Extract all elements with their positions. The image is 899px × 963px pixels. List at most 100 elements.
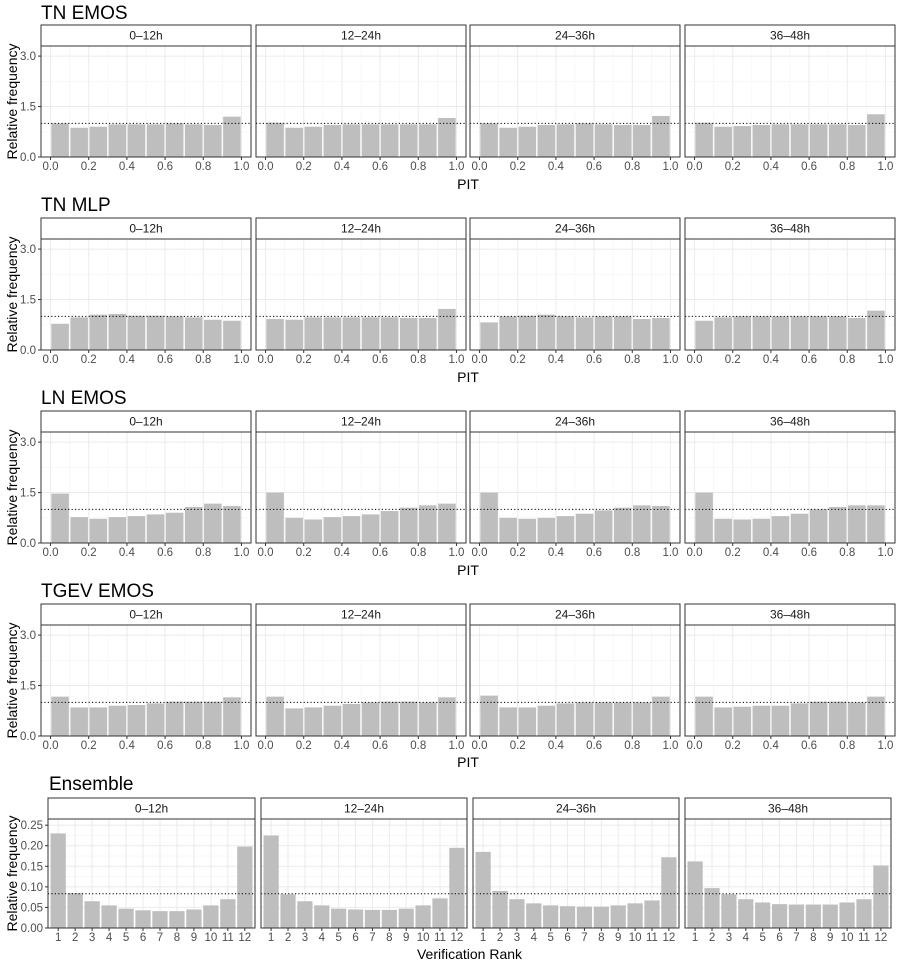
x-tick-label: 0.4 (548, 547, 565, 559)
histogram-bar (285, 127, 303, 157)
panel-2: 12–24h 0.0 0.2 0.4 0.6 0.8 1.0 (255, 603, 467, 752)
histogram-bar (297, 901, 313, 928)
panel-2: 12–24h 0.0 0.2 0.4 0.6 0.8 1.0 (255, 410, 467, 559)
histogram-bar (867, 696, 885, 736)
y-tick-label: 1.5 (20, 488, 36, 500)
histogram-bar (492, 890, 508, 928)
x-tick-label: 0.0 (472, 354, 488, 366)
panel-border (469, 624, 681, 737)
y-axis-title: Relative frequency (4, 430, 20, 546)
x-tick-label: 2 (497, 932, 503, 944)
x-tick-label: 0.8 (410, 354, 426, 366)
histogram-bar (127, 705, 146, 736)
histogram-bar (89, 518, 108, 543)
x-tick-label: 3 (726, 932, 732, 944)
histogram-bar (419, 702, 437, 736)
histogram-bar (237, 846, 253, 928)
histogram-bar (165, 316, 184, 350)
facet-label: 36–48h (768, 802, 808, 816)
x-tick-label: 0.6 (157, 161, 173, 173)
histogram-bar (108, 705, 127, 736)
histogram-bar (633, 319, 651, 350)
x-tick-label: 0.0 (472, 740, 488, 752)
histogram-bar (323, 125, 342, 157)
x-tick-label: 0.4 (763, 740, 780, 752)
histogram-bar (752, 705, 771, 736)
histogram-bar (575, 513, 594, 543)
histogram-bar (839, 902, 855, 928)
histogram-bar (399, 318, 418, 350)
panel-border (472, 818, 680, 929)
histogram-bar (771, 516, 790, 543)
x-tick-label: 4 (743, 932, 750, 944)
x-tick-label: 0.0 (687, 354, 703, 366)
row-title: TN EMOS (41, 3, 128, 24)
histogram-bar (285, 319, 303, 350)
histogram-bar (108, 124, 127, 157)
x-tick-label: 1 (480, 932, 486, 944)
x-tick-label: 1.0 (662, 547, 678, 559)
facet-label: 12–24h (341, 29, 381, 43)
histogram-bar (537, 517, 556, 543)
histogram-bar (399, 701, 418, 736)
x-tick-label: 0.2 (296, 547, 312, 559)
histogram-bar (633, 702, 651, 736)
histogram-bar (304, 317, 323, 350)
histogram-bar (419, 124, 437, 157)
histogram-bar (438, 308, 456, 350)
histogram-bar (266, 696, 284, 736)
histogram-bar (380, 317, 399, 350)
x-tick-label: 11 (646, 932, 658, 944)
x-tick-label: 0.2 (296, 354, 312, 366)
histogram-bar (790, 316, 809, 350)
histogram-bar (633, 125, 651, 157)
x-tick-label: 0.6 (372, 740, 388, 752)
histogram-bar (118, 908, 134, 928)
x-tick-label: 3 (89, 932, 95, 944)
x-tick-label: 0.8 (624, 740, 640, 752)
histogram-bar (575, 123, 594, 157)
x-tick-label: 0.6 (157, 547, 173, 559)
x-tick-label: 1.0 (877, 354, 893, 366)
x-tick-label: 0.0 (258, 547, 274, 559)
panel-border (40, 45, 252, 158)
x-tick-label: 0.0 (258, 354, 274, 366)
x-axis-title: PIT (457, 754, 479, 770)
histogram-bar (755, 902, 771, 928)
panel-border (255, 624, 467, 737)
x-tick-label: 6 (776, 932, 782, 944)
panel-3: 24–36h 0.0 0.2 0.4 0.6 0.8 1.0 (469, 217, 681, 366)
y-tick-label: 3.0 (20, 630, 36, 642)
panel-4: 36–48h 0.0 0.2 0.4 0.6 0.8 1.0 (684, 603, 896, 752)
x-tick-label: 0.6 (586, 354, 602, 366)
histogram-bar (633, 505, 651, 543)
x-tick-label: 1.0 (662, 161, 678, 173)
panel-border (684, 624, 896, 737)
x-tick-label: 11 (434, 932, 446, 944)
x-tick-label: 7 (157, 932, 163, 944)
facet-label: 24–36h (555, 608, 595, 622)
x-tick-label: 11 (858, 932, 870, 944)
x-tick-label: 0.0 (687, 740, 703, 752)
x-tick-label: 0.0 (43, 547, 59, 559)
histogram-bar (51, 696, 69, 736)
y-axis-title: Relative frequency (4, 44, 20, 160)
histogram-bar (108, 517, 127, 543)
histogram-bar (438, 503, 456, 543)
x-tick-label: 1.0 (233, 547, 249, 559)
histogram-bar (381, 909, 397, 928)
y-tick-label: 0.0 (20, 538, 36, 550)
histogram-bar (186, 909, 202, 928)
histogram-bar (223, 506, 241, 543)
x-tick-label: 0.0 (258, 161, 274, 173)
histogram-bar (223, 116, 241, 157)
histogram-bar (204, 319, 222, 350)
panel-2: 12–24h 0.0 0.2 0.4 0.6 0.8 1.0 (255, 217, 467, 366)
histogram-bar (165, 123, 184, 157)
histogram-bar (752, 518, 771, 543)
x-tick-label: 0.2 (725, 740, 741, 752)
histogram-bar (537, 314, 556, 350)
histogram-bar (380, 511, 399, 543)
x-tick-label: 9 (827, 932, 833, 944)
